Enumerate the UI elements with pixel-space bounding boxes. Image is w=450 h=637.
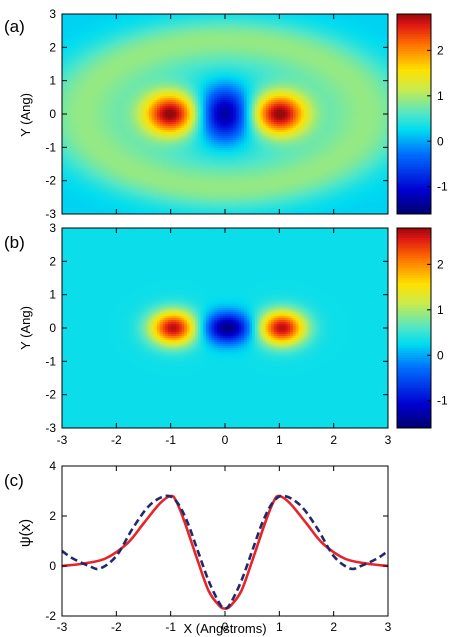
y-axis-title-a: Y (Ang) — [18, 93, 33, 137]
y-axis-title-b: Y (Ang) — [18, 306, 33, 350]
panel-label-c: (c) — [4, 471, 24, 490]
panel-label-b: (b) — [4, 233, 25, 252]
heatmap-a — [62, 14, 388, 214]
y-axis-title-c: ψ(x) — [17, 519, 34, 547]
panel-label-a: (a) — [4, 17, 25, 36]
